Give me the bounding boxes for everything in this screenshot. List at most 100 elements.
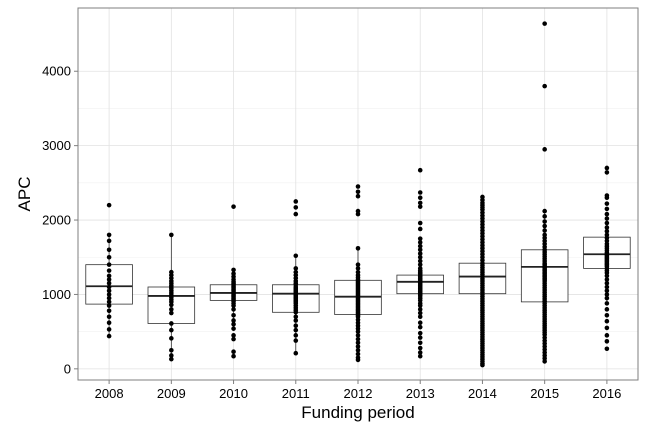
data-point bbox=[604, 280, 610, 286]
data-point bbox=[604, 346, 610, 352]
data-point bbox=[231, 336, 236, 342]
data-point bbox=[604, 307, 610, 312]
x-tick-label: 2008 bbox=[95, 386, 124, 401]
data-point bbox=[169, 302, 174, 308]
data-point bbox=[106, 288, 112, 294]
data-point bbox=[604, 333, 610, 338]
data-point bbox=[169, 310, 174, 316]
data-point bbox=[417, 310, 423, 316]
y-tick-label: 3000 bbox=[42, 138, 71, 153]
data-point bbox=[417, 324, 423, 330]
data-point bbox=[542, 214, 547, 219]
data-point bbox=[417, 314, 423, 320]
data-point bbox=[417, 350, 423, 355]
data-point bbox=[231, 204, 236, 209]
data-point bbox=[417, 262, 423, 267]
data-point bbox=[417, 243, 423, 249]
data-point bbox=[231, 312, 236, 318]
data-point bbox=[169, 232, 174, 238]
data-point bbox=[293, 253, 299, 259]
data-point bbox=[355, 336, 361, 342]
data-point bbox=[231, 267, 236, 273]
data-point bbox=[169, 356, 174, 362]
data-point bbox=[604, 292, 610, 297]
data-point bbox=[417, 190, 423, 195]
data-point bbox=[231, 318, 236, 323]
y-tick-label: 0 bbox=[64, 361, 71, 376]
data-point bbox=[542, 228, 547, 233]
data-point bbox=[417, 258, 423, 264]
data-point bbox=[293, 327, 299, 333]
x-tick-label: 2009 bbox=[157, 386, 186, 401]
data-point bbox=[604, 284, 610, 290]
data-point bbox=[355, 333, 361, 338]
data-point bbox=[417, 335, 423, 340]
data-point bbox=[604, 277, 610, 282]
x-tick-label: 2010 bbox=[219, 386, 248, 401]
data-point bbox=[417, 251, 423, 256]
data-point bbox=[417, 340, 423, 346]
data-point bbox=[293, 350, 299, 356]
data-point bbox=[169, 336, 174, 341]
data-point bbox=[355, 329, 361, 334]
data-point bbox=[355, 266, 361, 271]
data-point bbox=[604, 325, 610, 331]
data-point bbox=[604, 225, 610, 230]
data-point bbox=[417, 204, 423, 209]
data-point bbox=[417, 240, 423, 245]
data-point bbox=[417, 200, 423, 206]
data-point bbox=[417, 254, 423, 260]
data-point bbox=[417, 353, 423, 359]
data-point bbox=[106, 303, 112, 308]
data-point bbox=[106, 268, 112, 273]
data-point bbox=[604, 339, 610, 344]
data-point bbox=[169, 347, 174, 353]
y-axis-title: APC bbox=[15, 177, 34, 212]
data-point bbox=[231, 353, 236, 359]
data-point bbox=[355, 344, 361, 349]
data-point bbox=[106, 277, 112, 282]
data-point bbox=[355, 211, 361, 217]
y-axis: 0 1000 2000 3000 4000 bbox=[42, 64, 78, 376]
data-point bbox=[355, 184, 361, 189]
y-tick-label: 4000 bbox=[42, 64, 71, 79]
data-point bbox=[106, 299, 112, 305]
data-point bbox=[417, 236, 423, 241]
data-point bbox=[231, 349, 236, 355]
data-point bbox=[604, 216, 610, 221]
data-point bbox=[355, 189, 361, 195]
data-point bbox=[417, 167, 423, 173]
data-point bbox=[604, 211, 610, 217]
data-point bbox=[417, 320, 423, 326]
data-point bbox=[355, 351, 361, 357]
data-point bbox=[542, 208, 547, 214]
x-tick-label: 2013 bbox=[406, 386, 435, 401]
data-point bbox=[169, 353, 174, 358]
data-point bbox=[355, 340, 361, 346]
data-point bbox=[169, 321, 174, 326]
data-point bbox=[417, 330, 423, 336]
data-point bbox=[417, 226, 423, 232]
data-point bbox=[604, 165, 610, 171]
data-point bbox=[293, 338, 299, 343]
data-point bbox=[293, 333, 299, 338]
data-point bbox=[106, 247, 112, 253]
data-point bbox=[542, 219, 547, 224]
data-point bbox=[293, 323, 299, 328]
data-point bbox=[106, 295, 112, 301]
data-point bbox=[231, 303, 236, 308]
data-point bbox=[293, 266, 299, 271]
data-point bbox=[106, 232, 112, 238]
y-tick-label: 1000 bbox=[42, 287, 71, 302]
data-point bbox=[542, 83, 547, 89]
data-point bbox=[355, 193, 361, 199]
data-point bbox=[293, 314, 299, 320]
data-point bbox=[106, 284, 112, 290]
data-point bbox=[293, 199, 299, 204]
data-point bbox=[480, 362, 485, 368]
data-point bbox=[604, 170, 610, 175]
data-point bbox=[106, 308, 112, 314]
data-point bbox=[293, 318, 299, 323]
data-point bbox=[106, 280, 112, 286]
